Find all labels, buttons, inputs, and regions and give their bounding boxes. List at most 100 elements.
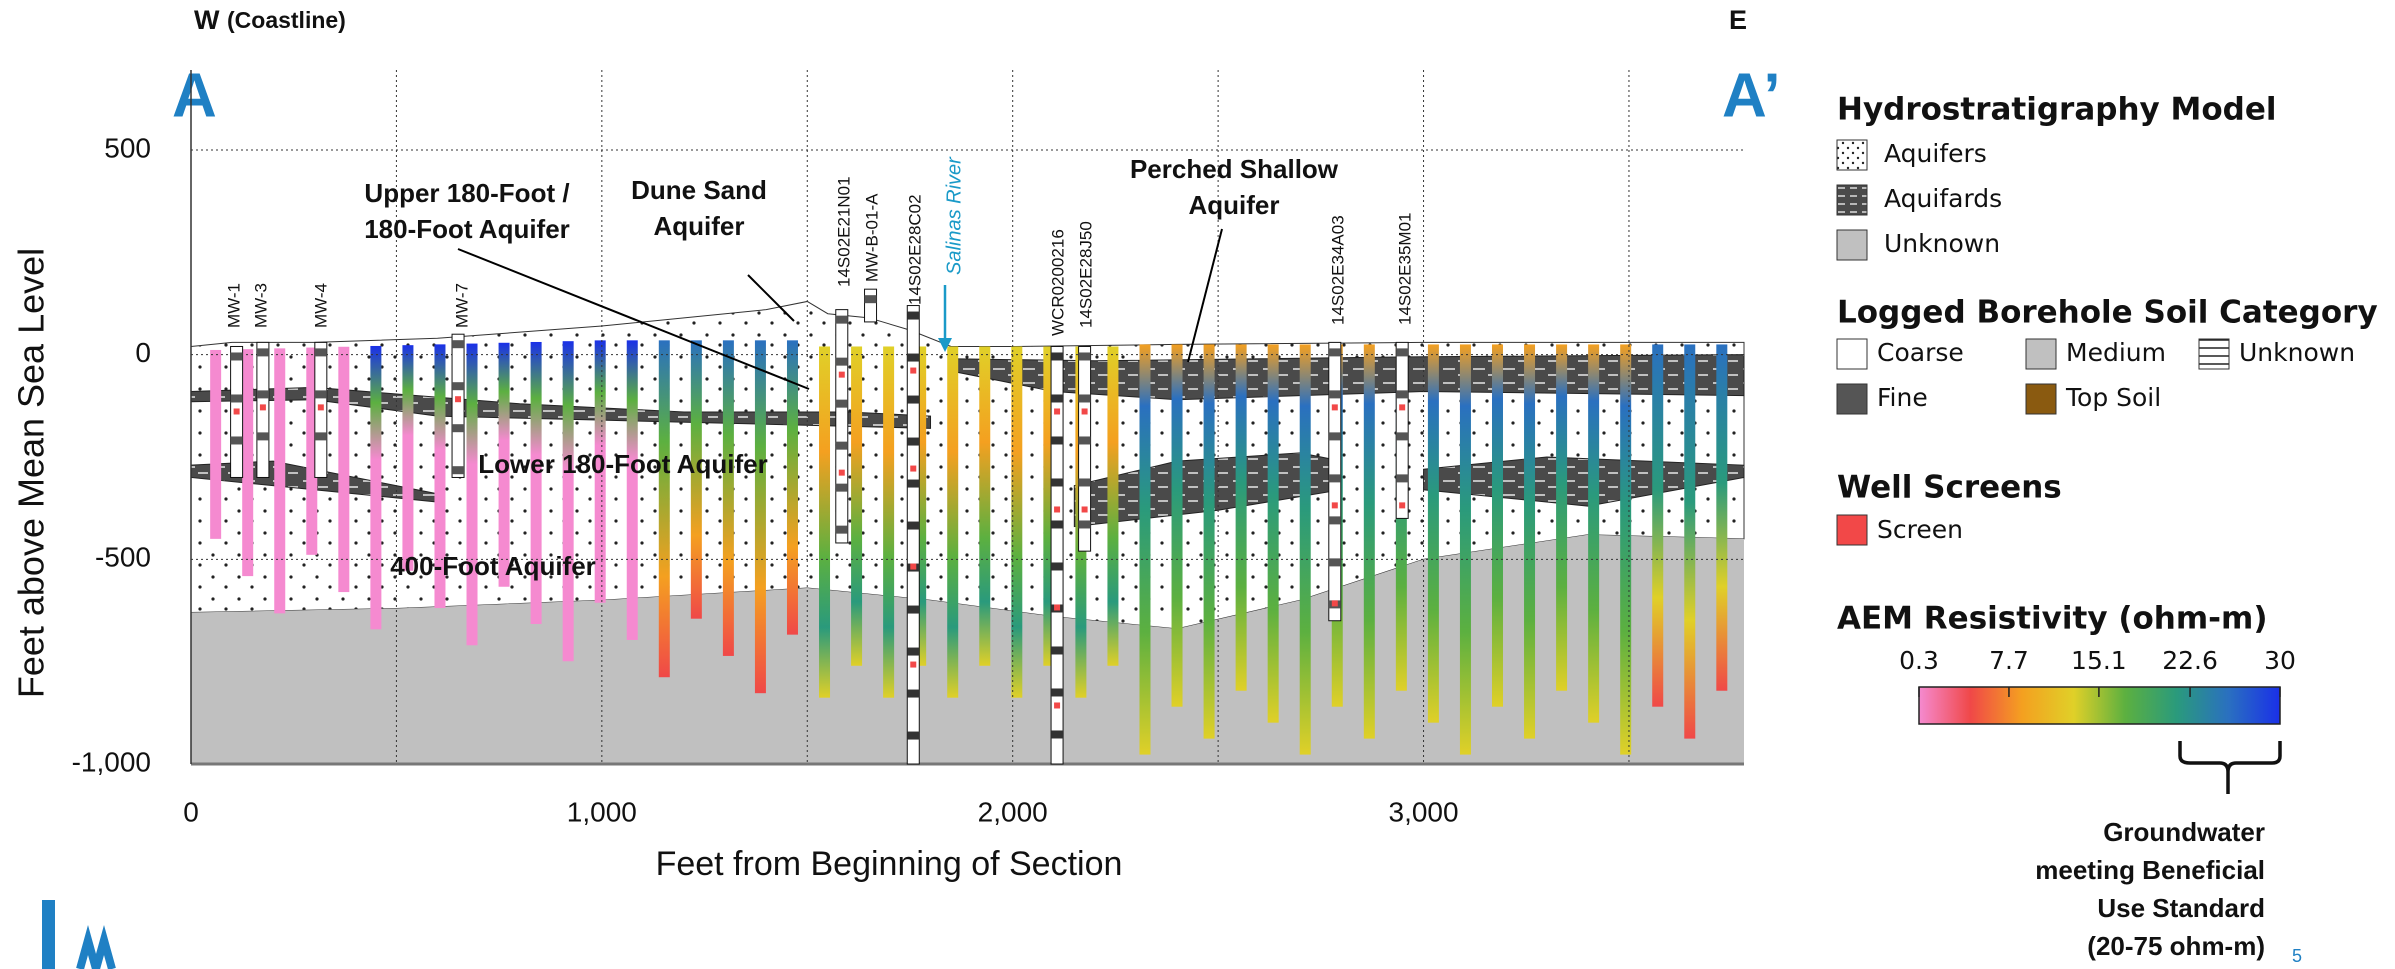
aem-column bbox=[338, 347, 349, 592]
aem-column bbox=[1268, 344, 1279, 722]
borehole-fine bbox=[836, 358, 848, 366]
aem-column bbox=[1716, 344, 1727, 690]
borehole-fine bbox=[1329, 432, 1341, 440]
borehole-fine bbox=[836, 484, 848, 492]
borehole-fine bbox=[1396, 390, 1408, 398]
aem-column bbox=[467, 344, 478, 646]
legend-label: Unknown bbox=[2239, 338, 2355, 367]
borehole-fine bbox=[257, 348, 269, 356]
aem-column bbox=[274, 348, 285, 613]
legend-swatch bbox=[1837, 185, 1867, 215]
borehole-fine bbox=[1329, 558, 1341, 566]
borehole-fine bbox=[1051, 436, 1063, 444]
well-label: 14S02E35M01 bbox=[1395, 213, 1414, 325]
borehole-screen bbox=[910, 368, 916, 374]
legend-swatch bbox=[1837, 339, 1867, 369]
borehole-screen bbox=[1332, 404, 1338, 410]
aem-column bbox=[627, 340, 638, 640]
annotation: Upper 180-Foot / bbox=[364, 178, 569, 208]
borehole-fine bbox=[907, 732, 919, 740]
aem-column bbox=[819, 346, 830, 697]
well-label: 14S02E28J50 bbox=[1076, 221, 1095, 328]
legend-label: Medium bbox=[2066, 338, 2166, 367]
borehole-fine bbox=[1051, 730, 1063, 738]
y-axis-label: Feet above Mean Sea Level bbox=[11, 248, 52, 698]
borehole-fine bbox=[1329, 474, 1341, 482]
borehole-fine bbox=[231, 436, 243, 444]
brace-note: Use Standard bbox=[2097, 893, 2265, 923]
aem-column bbox=[1364, 344, 1375, 738]
borehole-fine bbox=[907, 312, 919, 320]
borehole-fine bbox=[907, 606, 919, 614]
borehole-screen bbox=[910, 662, 916, 668]
borehole-screen bbox=[910, 466, 916, 472]
aem-column bbox=[402, 345, 413, 571]
header-left-letter: W bbox=[194, 5, 220, 35]
brace-note: (20-75 ohm-m) bbox=[2087, 931, 2265, 961]
borehole-screen bbox=[1054, 702, 1060, 708]
aem-column bbox=[1139, 344, 1150, 754]
legend: Hydrostratigraphy ModelAquifersAquifards… bbox=[1837, 92, 2378, 961]
page-number: 5 bbox=[2292, 946, 2302, 966]
borehole-fine bbox=[257, 390, 269, 398]
section-end: A’ bbox=[1722, 61, 1781, 130]
borehole-fine bbox=[1051, 394, 1063, 402]
aem-column bbox=[1652, 344, 1663, 706]
borehole-screen bbox=[455, 396, 461, 402]
borehole-fine bbox=[452, 466, 464, 474]
aem-column bbox=[1524, 344, 1535, 738]
borehole-fine bbox=[907, 480, 919, 488]
borehole-fine bbox=[1051, 352, 1063, 360]
aem-column bbox=[1172, 344, 1183, 706]
borehole bbox=[452, 334, 464, 477]
legend-label: Coarse bbox=[1877, 338, 1964, 367]
legend-swatch bbox=[1837, 515, 1867, 545]
brace-note: Groundwater bbox=[2103, 817, 2265, 847]
borehole-fine bbox=[1079, 478, 1091, 486]
borehole-screen bbox=[1399, 404, 1405, 410]
aem-column bbox=[1204, 344, 1215, 738]
borehole-log bbox=[257, 342, 269, 477]
legend-swatch bbox=[2199, 339, 2229, 369]
annotation: Dune Sand bbox=[631, 175, 767, 205]
x-tick-label: 0 bbox=[183, 796, 199, 827]
borehole-fine bbox=[1051, 688, 1063, 696]
borehole-log bbox=[836, 310, 848, 543]
aem-column bbox=[1588, 344, 1599, 722]
legend-title: Hydrostratigraphy Model bbox=[1837, 92, 2277, 128]
borehole-fine bbox=[907, 354, 919, 362]
borehole-fine bbox=[315, 432, 327, 440]
aem-column bbox=[370, 346, 381, 629]
borehole-log bbox=[1051, 346, 1063, 764]
borehole-fine bbox=[1051, 562, 1063, 570]
borehole-fine bbox=[1079, 436, 1091, 444]
y-tick-label: -500 bbox=[95, 542, 151, 573]
aem-column bbox=[755, 340, 766, 693]
legend-label: Unknown bbox=[1884, 229, 2000, 258]
header-left-note: (Coastline) bbox=[227, 7, 346, 33]
borehole-screen bbox=[910, 564, 916, 570]
borehole-screen bbox=[318, 404, 324, 410]
borehole-log bbox=[1079, 346, 1091, 551]
borehole-fine bbox=[907, 396, 919, 404]
borehole-fine bbox=[452, 340, 464, 348]
borehole-screen bbox=[1054, 408, 1060, 414]
borehole-log bbox=[1396, 342, 1408, 518]
borehole-screen bbox=[839, 372, 845, 378]
river-label: Salinas River bbox=[943, 156, 965, 275]
aem-column bbox=[242, 349, 253, 576]
borehole-fine bbox=[452, 424, 464, 432]
logo-bar bbox=[42, 900, 55, 969]
aem-column bbox=[1684, 344, 1695, 738]
borehole-fine bbox=[452, 382, 464, 390]
borehole-screen bbox=[1054, 506, 1060, 512]
borehole-fine bbox=[836, 316, 848, 324]
header-right: E bbox=[1729, 5, 1747, 35]
borehole-fine bbox=[836, 400, 848, 408]
borehole-fine bbox=[1079, 394, 1091, 402]
borehole-fine bbox=[315, 348, 327, 356]
borehole-fine bbox=[907, 438, 919, 446]
colorbar-tick-label: 22.6 bbox=[2162, 646, 2218, 675]
aem-column bbox=[1107, 346, 1118, 665]
colorbar-tick-label: 30 bbox=[2264, 646, 2296, 675]
